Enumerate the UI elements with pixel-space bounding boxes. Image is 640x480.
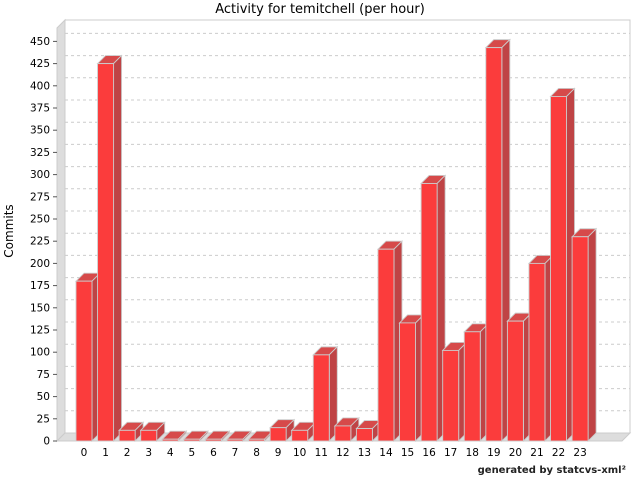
y-tick-label: 25 — [37, 413, 50, 425]
y-tick-label: 350 — [30, 125, 50, 137]
y-tick-label: 150 — [30, 302, 50, 314]
y-tick-label: 375 — [30, 103, 50, 115]
bar-front-face — [420, 183, 438, 442]
bar-front-face — [442, 349, 460, 442]
x-tick-label: 23 — [573, 447, 586, 459]
bar-hour-19 — [484, 38, 511, 443]
y-tick-label: 200 — [30, 258, 50, 270]
bar-hour-6 — [204, 430, 231, 443]
footer-credit: generated by statcvs-xml² — [477, 465, 626, 476]
bar-front-face — [550, 96, 567, 442]
x-tick-label: 17 — [444, 447, 457, 459]
bar-hour-14 — [376, 240, 404, 443]
bar-front-face — [291, 429, 309, 442]
bar-front-face — [97, 63, 115, 442]
bar-hour-11 — [312, 345, 339, 443]
y-tick-label: 450 — [30, 36, 50, 48]
bar-front-face — [75, 280, 93, 442]
bar-side-face — [113, 54, 123, 443]
x-tick-label: 20 — [509, 447, 522, 459]
bar-hour-9 — [269, 418, 296, 443]
x-tick-label: 13 — [358, 447, 371, 459]
x-tick-label: 12 — [336, 447, 349, 459]
y-tick-label: 250 — [30, 214, 50, 226]
y-tick-label: 0 — [43, 436, 50, 448]
x-tick-label: 3 — [145, 447, 152, 459]
x-tick-label: 18 — [466, 447, 479, 459]
left-wall — [56, 18, 66, 443]
x-tick-label: 7 — [232, 447, 239, 459]
bar-front-face — [571, 236, 589, 442]
y-tick-label: 100 — [30, 347, 50, 359]
y-tick-label: 425 — [30, 58, 50, 70]
bar-front-face — [183, 438, 201, 442]
bar-front-face — [485, 47, 503, 442]
bar-hour-18 — [463, 322, 490, 443]
bar-front-face — [226, 438, 244, 442]
bar-front-face — [312, 354, 330, 442]
x-tick-label: 1 — [102, 447, 109, 459]
bar-hour-0 — [74, 272, 102, 443]
x-tick-label: 2 — [124, 447, 131, 459]
bar-front-face — [355, 428, 373, 442]
x-tick-label: 19 — [487, 447, 500, 459]
bar-front-face — [528, 262, 546, 442]
bar-hour-3 — [139, 421, 166, 443]
bar-hour-1 — [96, 54, 123, 443]
bar-hour-22 — [549, 87, 576, 443]
bar-front-face — [161, 438, 179, 442]
bar-front-face — [248, 438, 266, 442]
x-tick-label: 5 — [189, 447, 196, 459]
bar-front-face — [140, 429, 158, 442]
y-tick-label: 225 — [30, 236, 50, 248]
x-tick-label: 0 — [81, 447, 88, 459]
x-tick-label: 22 — [552, 447, 565, 459]
x-tick-label: 4 — [167, 447, 174, 459]
x-tick-label: 6 — [210, 447, 217, 459]
bar-hour-15 — [398, 313, 425, 443]
y-tick-label: 50 — [37, 391, 50, 403]
bar-hour-12 — [333, 416, 360, 443]
bar-front-face — [269, 427, 287, 442]
y-tick-label: 325 — [30, 147, 50, 159]
bar-hour-17 — [441, 341, 468, 443]
page-title: Activity for temitchell (per hour) — [215, 2, 425, 17]
bar-side-face — [587, 227, 597, 443]
bar-hour-16 — [420, 174, 447, 443]
y-tick-label: 300 — [30, 169, 50, 181]
bar-hour-20 — [506, 312, 533, 443]
x-tick-label: 9 — [275, 447, 282, 459]
bar-hour-5 — [182, 430, 209, 443]
x-tick-label: 10 — [293, 447, 306, 459]
y-tick-label: 75 — [37, 369, 50, 381]
bar-front-face — [377, 248, 395, 442]
bar-hour-4 — [161, 430, 188, 443]
bar-front-face — [334, 425, 352, 442]
bar-front-face — [506, 320, 524, 442]
bar-hour-2 — [118, 421, 145, 443]
x-tick-label: 14 — [379, 447, 393, 459]
y-tick-label: 175 — [30, 280, 50, 292]
y-tick-label: 125 — [30, 325, 50, 337]
bar-front-face — [399, 322, 416, 442]
bar-front-face — [463, 331, 481, 442]
x-tick-label: 11 — [315, 447, 328, 459]
y-tick-label: 275 — [30, 191, 50, 203]
bar-hour-7 — [225, 430, 253, 443]
x-tick-label: 16 — [422, 447, 436, 459]
bar-front-face — [118, 429, 136, 442]
y-tick-label: 400 — [30, 80, 50, 92]
bar-front-face — [204, 438, 222, 442]
bar-hour-21 — [527, 254, 555, 443]
x-tick-label: 21 — [530, 447, 543, 459]
bar-hour-23 — [571, 227, 598, 443]
x-tick-label: 15 — [401, 447, 414, 459]
x-tick-label: 8 — [253, 447, 260, 459]
